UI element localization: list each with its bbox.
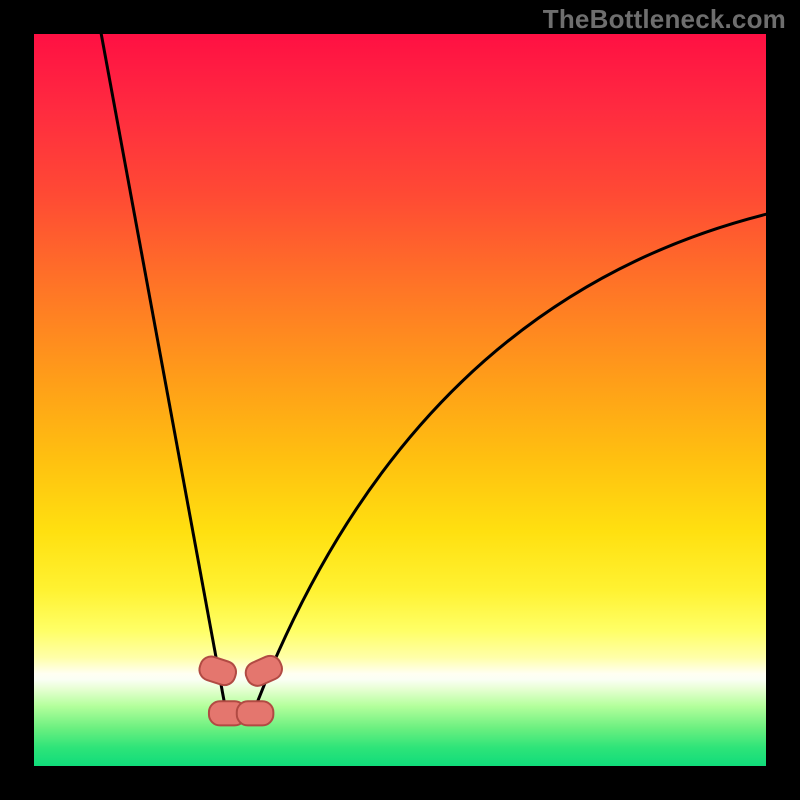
- chart-root: TheBottleneck.com: [0, 0, 800, 800]
- marker-bottom-right: [237, 701, 274, 725]
- chart-background-gradient: [34, 34, 766, 766]
- bottleneck-chart: [0, 0, 800, 800]
- watermark-text: TheBottleneck.com: [543, 4, 786, 35]
